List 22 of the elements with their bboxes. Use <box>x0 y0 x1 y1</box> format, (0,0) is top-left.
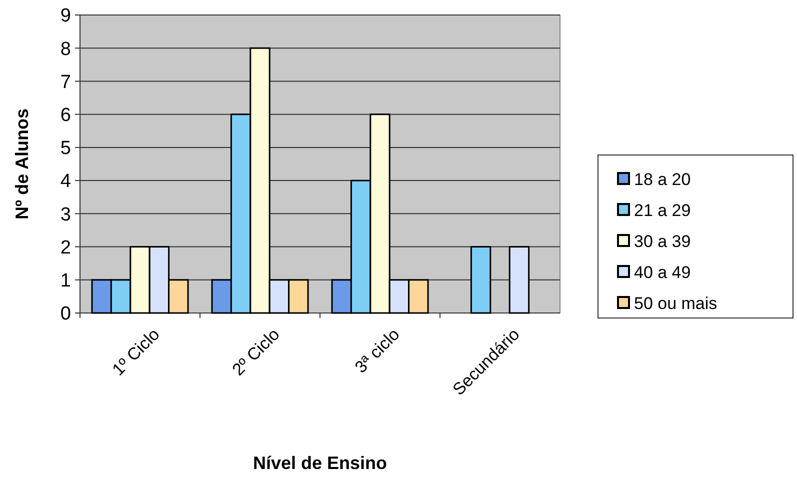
y-tick-label: 7 <box>60 72 71 93</box>
y-axis-title: Nº de Alunos <box>12 108 32 220</box>
legend-label: 40 a 49 <box>634 262 691 282</box>
y-tick-label: 3 <box>60 204 71 226</box>
legend-label: 30 a 39 <box>634 232 691 251</box>
y-tick-label: 1 <box>60 270 71 292</box>
x-tick-label: 3ª ciclo <box>351 324 404 377</box>
y-tick-label: 4 <box>60 171 72 192</box>
y-tick-label: 6 <box>60 104 71 126</box>
legend-label: 50 ou mais <box>634 294 718 313</box>
legend-label: 18 a 20 <box>634 170 691 189</box>
x-axis-title: Nível de Ensino <box>252 453 388 473</box>
x-tick-label: 1º Ciclo <box>108 324 164 380</box>
y-tick-label: 8 <box>60 38 71 60</box>
y-tick-label: 5 <box>60 138 71 160</box>
y-tick-label: 9 <box>60 6 71 27</box>
bar <box>470 246 492 314</box>
legend-label: 21 a 29 <box>634 200 691 220</box>
y-tick-label: 2 <box>60 237 71 258</box>
x-tick-label: 2º Ciclo <box>228 324 284 380</box>
y-tick-label: 0 <box>60 304 71 325</box>
bar <box>508 246 530 314</box>
